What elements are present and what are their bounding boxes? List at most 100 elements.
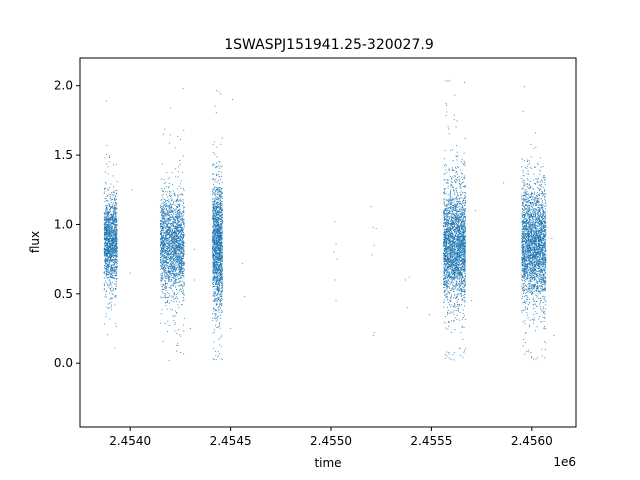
data-point xyxy=(160,233,162,235)
data-point xyxy=(111,236,113,238)
data-point xyxy=(215,359,217,360)
data-point xyxy=(109,253,111,254)
data-point xyxy=(161,234,162,236)
data-point xyxy=(108,250,110,251)
data-point xyxy=(160,238,162,240)
data-point xyxy=(176,248,178,250)
data-point xyxy=(213,242,215,244)
data-point xyxy=(103,215,105,217)
data-point xyxy=(170,273,172,274)
data-point xyxy=(108,270,110,272)
data-point xyxy=(116,264,118,266)
data-point xyxy=(165,269,167,271)
data-point xyxy=(174,330,176,332)
data-point xyxy=(213,255,215,257)
data-point xyxy=(165,235,167,237)
data-point xyxy=(164,216,166,218)
data-point xyxy=(107,240,109,242)
data-point xyxy=(217,272,219,273)
data-point xyxy=(110,277,112,279)
data-point xyxy=(179,224,181,226)
data-point xyxy=(179,255,181,257)
data-point xyxy=(165,305,167,307)
data-point xyxy=(171,250,173,252)
data-point xyxy=(114,261,116,262)
data-point xyxy=(178,285,180,287)
data-point xyxy=(170,279,172,280)
data-point xyxy=(179,230,181,232)
data-point xyxy=(221,279,223,281)
data-point xyxy=(110,297,112,299)
data-point xyxy=(105,253,107,255)
data-point xyxy=(104,260,106,262)
data-point xyxy=(105,213,107,215)
data-point xyxy=(112,277,114,279)
data-point xyxy=(175,176,177,178)
data-point xyxy=(165,286,167,288)
data-point xyxy=(215,241,217,243)
data-point xyxy=(221,304,223,306)
data-point xyxy=(180,284,182,286)
data-point xyxy=(162,340,164,342)
data-point xyxy=(183,251,185,253)
data-point xyxy=(169,206,171,208)
data-point xyxy=(103,212,105,214)
data-point xyxy=(174,234,176,236)
data-point xyxy=(180,243,182,245)
data-point xyxy=(112,204,114,206)
data-point xyxy=(173,248,175,249)
data-point xyxy=(182,236,184,238)
data-point xyxy=(113,241,115,243)
data-point xyxy=(110,207,112,208)
data-point xyxy=(214,239,216,240)
data-point xyxy=(215,294,217,296)
data-point xyxy=(111,235,113,237)
data-point xyxy=(175,223,177,225)
data-point xyxy=(163,278,164,280)
data-point xyxy=(176,228,178,230)
data-point xyxy=(215,261,217,263)
data-point xyxy=(183,206,185,208)
data-point xyxy=(213,219,215,221)
data-point xyxy=(172,284,174,286)
data-point xyxy=(221,196,223,198)
data-point xyxy=(169,249,171,251)
data-point xyxy=(217,232,219,233)
data-point xyxy=(212,216,214,218)
data-point xyxy=(221,214,223,216)
data-point xyxy=(161,219,163,221)
data-point xyxy=(168,253,170,255)
data-point xyxy=(112,263,114,265)
data-point xyxy=(115,247,117,249)
data-point xyxy=(165,296,167,298)
data-point xyxy=(169,265,171,267)
data-point xyxy=(180,239,182,241)
data-point xyxy=(163,213,165,214)
data-point xyxy=(160,199,162,201)
data-point xyxy=(113,224,114,225)
data-point xyxy=(163,224,165,226)
data-point xyxy=(171,231,173,233)
data-point xyxy=(114,347,116,349)
data-point xyxy=(167,259,169,260)
data-point xyxy=(162,254,164,255)
data-point xyxy=(181,251,183,253)
data-point xyxy=(177,213,179,215)
data-point xyxy=(110,254,112,256)
data-point xyxy=(177,215,179,217)
data-point xyxy=(176,212,178,214)
data-point xyxy=(159,260,161,262)
data-point xyxy=(105,270,107,272)
data-point xyxy=(163,239,165,241)
data-point xyxy=(104,251,106,253)
data-point xyxy=(220,238,222,240)
data-point xyxy=(218,228,220,230)
data-point xyxy=(218,210,220,212)
data-point xyxy=(178,252,180,254)
data-point xyxy=(219,265,221,267)
data-point xyxy=(161,275,163,277)
data-point xyxy=(170,281,172,283)
data-point xyxy=(219,198,221,200)
data-point xyxy=(109,243,111,245)
data-point xyxy=(222,282,223,284)
